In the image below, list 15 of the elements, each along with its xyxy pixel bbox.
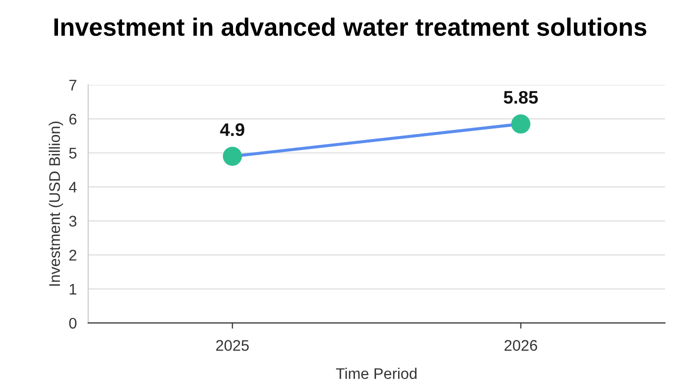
y-tick-label: 0 [69, 318, 76, 329]
data-label: 5.85 [504, 90, 538, 104]
y-tick-label: 7 [69, 80, 76, 90]
y-axis-title: Investment (USD Billion) [48, 122, 64, 286]
y-tick-label: 4 [68, 182, 77, 192]
y-tick-label: 1 [70, 284, 76, 294]
y-tick-label: 6 [69, 114, 76, 125]
y-tick-label: 5 [69, 148, 76, 159]
y-tick-label: 2 [69, 250, 76, 260]
y-tick-label: 3 [69, 216, 76, 227]
x-tick-label: 2025 [216, 340, 249, 351]
x-tick-label: 2026 [504, 340, 538, 351]
x-axis-title: Time Period [336, 368, 417, 379]
chart-title: Investment in advanced water treatment solutions [54, 18, 646, 36]
data-label: 4.9 [220, 123, 244, 136]
